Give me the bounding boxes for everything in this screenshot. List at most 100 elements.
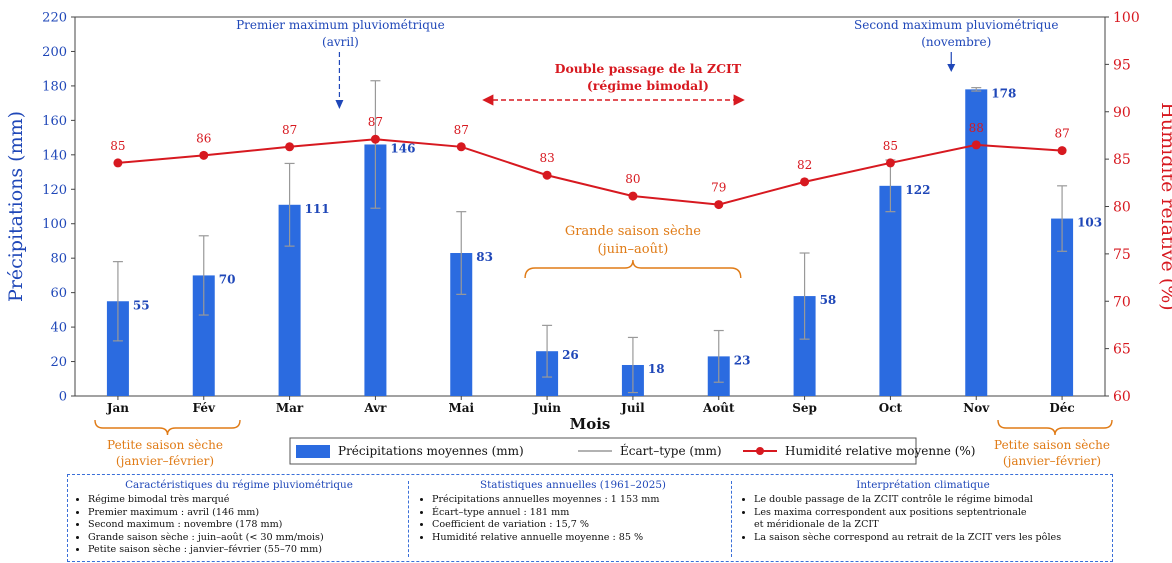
regime-item: Grande saison sèche : juin–août (< 30 mm… <box>88 532 404 545</box>
column-divider <box>408 481 409 557</box>
humidity-point <box>199 150 209 160</box>
info-col-stats: Statistiques annuelles (1961–2025) Préci… <box>418 479 728 544</box>
right-tick-label: 60 <box>1113 389 1131 405</box>
left-tick-label: 40 <box>50 321 67 336</box>
small-dry-brace-right <box>997 419 1113 436</box>
right-tick-label: 95 <box>1113 57 1131 73</box>
small-dry-right-subtitle: (janvier–février) <box>1003 454 1101 468</box>
x-tick-label: Août <box>702 401 735 415</box>
precip-value-label: 55 <box>133 298 150 312</box>
humidity-point <box>542 170 552 180</box>
right-tick-label: 85 <box>1113 152 1131 168</box>
precip-bar <box>450 253 473 396</box>
x-tick-label: Jan <box>106 401 129 415</box>
precip-value-label: 18 <box>648 362 665 376</box>
x-axis-title: Mois <box>570 415 611 433</box>
info-col-regime: Caractéristiques du régime pluviométriqu… <box>74 479 404 557</box>
humidity-point <box>800 177 810 187</box>
legend-swatch-precip <box>296 445 330 458</box>
stats-item: Coefficient de variation : 15,7 % <box>432 519 728 532</box>
left-tick-label: 20 <box>50 355 67 370</box>
stats-item: Précipitations annuelles moyennes : 1 15… <box>432 494 728 507</box>
humidity-point <box>714 200 724 210</box>
info-panel: Caractéristiques du régime pluviométriqu… <box>67 474 1113 562</box>
x-tick-label: Nov <box>963 401 990 415</box>
humidity-point <box>885 158 895 168</box>
right-tick-label: 80 <box>1113 200 1131 216</box>
precip-bar <box>793 296 816 396</box>
legend-marker-humidity <box>756 447 764 455</box>
left-tick-label: 60 <box>50 286 67 301</box>
legend-label-humidity: Humidité relative moyenne (%) <box>785 444 975 458</box>
itcz-subtitle: (régime bimodal) <box>587 78 709 93</box>
dry-season-brace <box>524 259 742 279</box>
first-max-subtitle: (avril) <box>322 35 359 49</box>
precip-value-label: 146 <box>390 141 415 155</box>
humidity-value-label: 79 <box>711 181 726 195</box>
precip-value-label: 178 <box>991 86 1016 100</box>
info-list-stats: Précipitations annuelles moyennes : 1 15… <box>418 494 728 544</box>
info-list-regime: Régime bimodal très marquéPremier maximu… <box>74 494 404 557</box>
x-tick-label: Juin <box>532 401 561 415</box>
humidity-point <box>971 140 981 150</box>
precip-bar <box>879 185 902 396</box>
right-tick-label: 90 <box>1113 105 1131 121</box>
humidity-point <box>1057 146 1067 156</box>
info-title-interpretation: Interprétation climatique <box>856 479 990 491</box>
interpretation-item: Les maxima correspondent aux positions s… <box>754 507 1106 532</box>
left-tick-label: 200 <box>42 45 67 60</box>
itcz-title: Double passage de la ZCIT <box>555 61 742 76</box>
right-axis-title: Humidité relative (%) <box>1157 102 1172 310</box>
left-tick-label: 80 <box>50 252 67 267</box>
precip-bar <box>192 275 215 396</box>
left-tick-label: 140 <box>42 148 67 163</box>
first-max-title: Premier maximum pluviométrique <box>236 18 445 32</box>
interpretation-item: Le double passage de la ZCIT contrôle le… <box>754 494 1106 507</box>
left-axis-title: Précipitations (mm) <box>5 111 27 302</box>
precip-value-label: 58 <box>820 293 837 307</box>
x-tick-label: Mai <box>448 401 474 415</box>
humidity-point <box>370 134 380 144</box>
info-col-interpretation: Interprétation climatique Le double pass… <box>740 479 1106 544</box>
first-max-arrowhead <box>335 100 344 109</box>
precip-bar <box>1051 218 1074 396</box>
left-tick-label: 100 <box>42 217 67 232</box>
humidity-value-label: 83 <box>539 151 554 165</box>
left-tick-label: 0 <box>59 390 67 405</box>
regime-item: Petite saison sèche : janvier–février (5… <box>88 544 404 557</box>
x-tick-label: Déc <box>1049 401 1074 415</box>
precip-bar <box>965 89 988 396</box>
humidity-value-label: 87 <box>454 123 469 137</box>
precip-value-label: 83 <box>476 250 493 264</box>
regime-item: Premier maximum : avril (146 mm) <box>88 507 404 520</box>
humidity-value-label: 85 <box>110 139 125 153</box>
precip-value-label: 122 <box>905 183 930 197</box>
precip-bar <box>106 301 129 396</box>
precip-value-label: 70 <box>219 272 236 286</box>
humidity-value-label: 87 <box>1054 127 1069 141</box>
humidity-line <box>117 138 1063 206</box>
right-tick-label: 65 <box>1113 342 1131 358</box>
dry-season-subtitle: (juin–août) <box>598 242 669 257</box>
small-dry-brace-left <box>94 419 241 436</box>
humidity-value-label: 80 <box>625 172 640 186</box>
x-tick-label: Avr <box>363 401 387 415</box>
climate-chart: 0 20 40 60 80 100 120 140 160 180 200 220 60 65 70 75 80… <box>5 10 1172 468</box>
humidity-value-label: 87 <box>282 123 297 137</box>
humidity-value-label: 82 <box>797 158 812 172</box>
x-tick-label: Juil <box>620 401 645 415</box>
left-tick-label: 160 <box>42 114 67 129</box>
info-title-regime: Caractéristiques du régime pluviométriqu… <box>125 479 353 491</box>
humidity-point <box>285 142 295 152</box>
regime-item: Second maximum : novembre (178 mm) <box>88 519 404 532</box>
stats-item: Humidité relative annuelle moyenne : 85 … <box>432 532 728 545</box>
second-max-subtitle: (novembre) <box>921 35 991 49</box>
precip-value-label: 26 <box>562 348 579 362</box>
x-tick-label: Fév <box>193 401 216 415</box>
small-dry-right-title: Petite saison sèche <box>994 438 1110 452</box>
humidity-point <box>456 142 466 152</box>
small-dry-left-title: Petite saison sèche <box>107 438 223 452</box>
second-max-arrowhead <box>947 64 956 72</box>
left-tick-label: 180 <box>42 79 67 94</box>
stats-item: Écart–type annuel : 181 mm <box>432 507 728 520</box>
